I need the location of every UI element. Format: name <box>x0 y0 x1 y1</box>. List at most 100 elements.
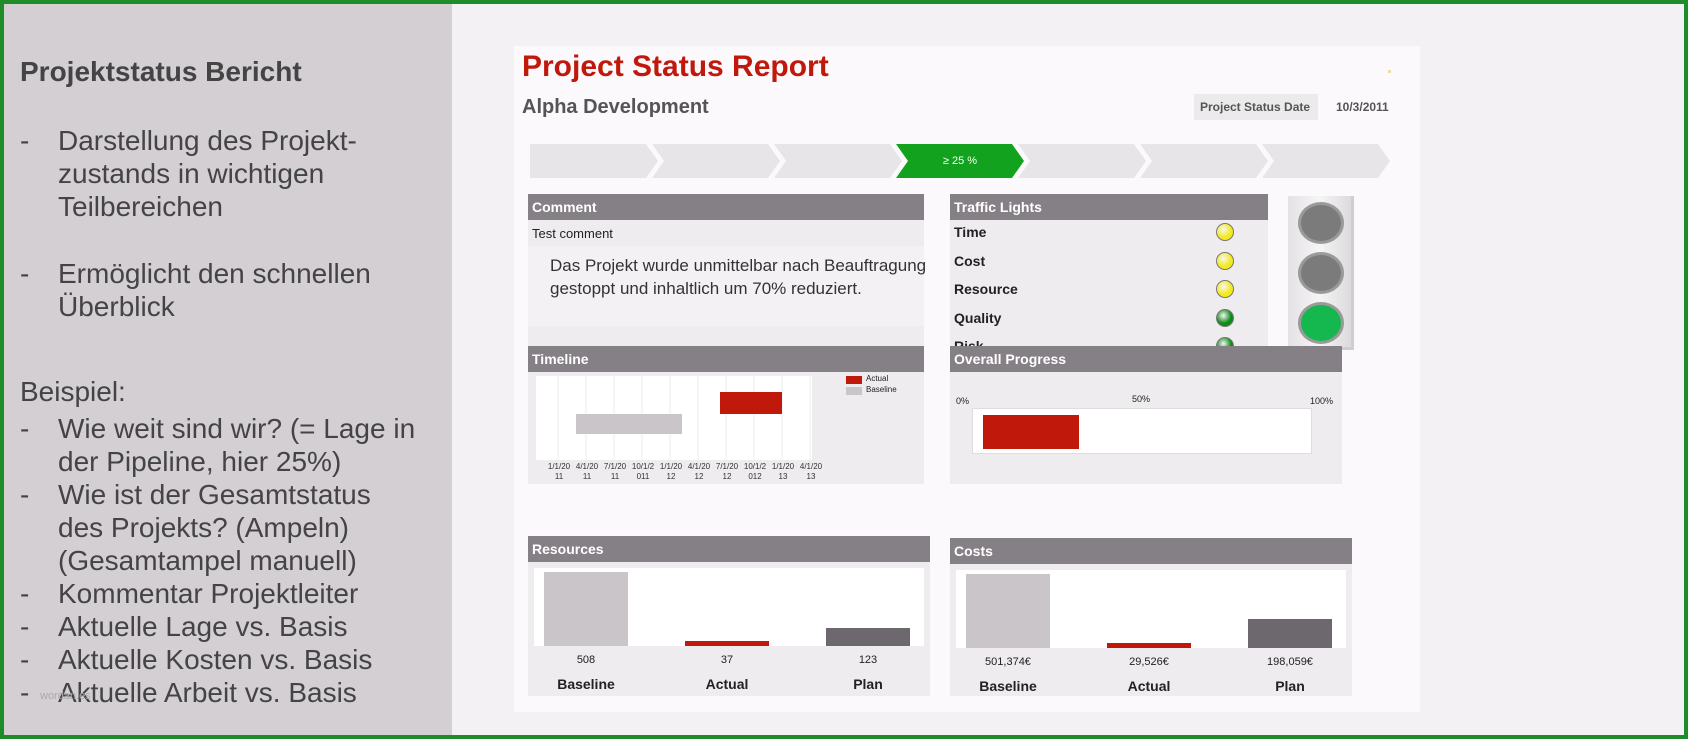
costs-panel: Costs 501,374€ Baseline 29,526€ Actual 198,0… <box>950 538 1352 696</box>
bullet-line: Ermöglicht den schnellen <box>58 258 371 289</box>
progress-label-100: 100% <box>1310 396 1334 406</box>
traffic-lights-header: Traffic Lights <box>950 194 1268 220</box>
bullet-dash: - <box>20 611 30 642</box>
timeline-tick-label: 4/1/20 12 <box>684 462 714 482</box>
bullet-line: Aktuelle Kosten vs. Basis <box>58 644 373 675</box>
timeline-tick-label: 7/1/20 12 <box>712 462 742 482</box>
bar-category: Baseline <box>557 676 615 692</box>
timeline-tick-label: 1/1/20 12 <box>656 462 686 482</box>
timeline-tick-label: 10/1/2 011 <box>628 462 658 482</box>
overall-progress-panel: Overall Progress 0% 50% 100% <box>950 346 1342 484</box>
bullet-line: Aktuelle Lage vs. Basis <box>58 611 348 642</box>
pipeline-stage <box>652 144 780 178</box>
timeline-tick-line2: 12 <box>694 472 704 481</box>
bullet-line: Aktuelle Arbeit vs. Basis <box>58 677 357 708</box>
traffic-light-bulb <box>1216 251 1234 270</box>
overall-progress-header: Overall Progress <box>950 346 1342 372</box>
left-heading: Projektstatus Bericht <box>20 56 302 87</box>
bullet-dash: - <box>20 578 30 609</box>
legend-baseline-swatch <box>846 387 862 395</box>
traffic-light-label: Cost <box>954 252 986 269</box>
bullet-line: Teilbereichen <box>58 191 223 222</box>
bar-baseline <box>544 572 628 646</box>
overall-lamp <box>1298 252 1344 294</box>
timeline-baseline-bar <box>576 414 682 434</box>
legend-actual-label: Actual <box>866 374 889 383</box>
timeline-tick-line2: 11 <box>554 472 564 481</box>
bar-category: Plan <box>1275 678 1305 694</box>
timeline-tick-line2: 11 <box>610 472 620 481</box>
timeline-tick-line1: 1/1/20 <box>659 462 683 471</box>
timeline-tick-line1: 10/1/2 <box>743 462 767 471</box>
pipeline-stage <box>1140 144 1268 178</box>
bullet-dash: - <box>20 644 30 675</box>
bullet-line: (Gesamtampel manuell) <box>58 545 357 576</box>
timeline-tick-line1: 10/1/2 <box>631 462 655 471</box>
resources-panel: Resources 508 Baseline 37 Actual 123 Plan <box>528 536 930 696</box>
bullet-dash: - <box>20 413 30 444</box>
timeline-tick-line2: 011 <box>636 472 650 481</box>
costs-chart <box>956 570 1346 648</box>
bar-category: Actual <box>705 676 749 692</box>
timeline-tick-line2: 12 <box>666 472 676 481</box>
bar-value: 29,526€ <box>1129 656 1169 668</box>
bullet-line: Überblick <box>58 291 175 322</box>
bar-category: Baseline <box>979 678 1037 694</box>
pipeline-stage: ≥ 25 % <box>896 144 1024 178</box>
comment-body: Das Projekt wurde unmittelbar nach Beauf… <box>528 246 926 326</box>
status-date-label: Project Status Date <box>1194 94 1318 120</box>
resources-chart <box>534 568 924 646</box>
timeline-tick-line2: 12 <box>722 472 732 481</box>
bullet-dash: - <box>20 125 30 156</box>
progress-label-0: 0% <box>956 396 970 406</box>
timeline-tick-label: 10/1/2 012 <box>740 462 770 482</box>
bar-plan <box>1248 619 1332 648</box>
bullet-line: Wie ist der Gesamtstatus <box>58 479 371 510</box>
bullet-line: Darstellung des Projekt- <box>58 125 357 156</box>
legend-baseline-label: Baseline <box>866 385 897 394</box>
progress-fill <box>983 415 1079 449</box>
traffic-lights-panel: Traffic Lights TimeCostResourceQualityRi… <box>950 194 1268 355</box>
pipeline: ≥ 25 % <box>530 144 1400 178</box>
timeline-actual-bar <box>720 392 782 414</box>
pipeline-stage <box>1262 144 1390 178</box>
traffic-light-label: Quality <box>954 309 1002 326</box>
bar-category: Actual <box>1127 678 1171 694</box>
timeline-tick-line1: 4/1/20 <box>687 462 711 471</box>
bullet-dash: - <box>20 258 30 289</box>
timeline-tick-line2: 11 <box>582 472 592 481</box>
traffic-light-label: Resource <box>954 281 1018 297</box>
status-date-value: 10/3/2011 <box>1336 100 1389 114</box>
timeline-tick-label: 1/1/20 13 <box>768 462 798 482</box>
timeline-tick-label: 4/1/20 11 <box>572 462 602 482</box>
timeline-tick-line1: 4/1/20 <box>575 462 599 471</box>
timeline-tick-label: 1/1/20 11 <box>544 462 574 482</box>
pipeline-stage <box>774 144 902 178</box>
timeline-header: Timeline <box>528 346 924 372</box>
bar-baseline <box>966 574 1050 648</box>
bar-category: Plan <box>853 676 883 692</box>
overall-lamp <box>1298 302 1344 344</box>
overall-lamp <box>1298 202 1344 244</box>
bar-value: 37 <box>720 654 734 666</box>
timeline-tick-line1: 7/1/20 <box>603 462 627 471</box>
status-report: Project Status Report Alpha Development … <box>514 46 1420 712</box>
comment-subtitle: Test comment <box>532 226 613 241</box>
report-subtitle: Alpha Development <box>522 96 709 118</box>
progress-label-50: 50% <box>1132 394 1151 404</box>
traffic-light-bulb <box>1216 223 1234 241</box>
costs-header: Costs <box>950 538 1352 564</box>
bullet-dash: - <box>20 677 30 708</box>
bullet-line: des Projekts? (Ampeln) <box>58 512 350 543</box>
bullet-line: Wie weit sind wir? (= Lage in <box>58 413 416 444</box>
overall-traffic-light <box>1288 196 1354 350</box>
bullet-line: zustands in wichtigen <box>58 158 325 189</box>
timeline-tick-line2: 13 <box>778 472 788 481</box>
bar-value: 508 <box>576 654 596 666</box>
resources-header: Resources <box>528 536 930 562</box>
bar-value: 123 <box>858 654 878 666</box>
progress-track <box>972 408 1312 454</box>
bar-actual <box>685 641 769 646</box>
traffic-light-bulb <box>1216 280 1234 298</box>
timeline-tick-label: 7/1/20 11 <box>600 462 630 482</box>
